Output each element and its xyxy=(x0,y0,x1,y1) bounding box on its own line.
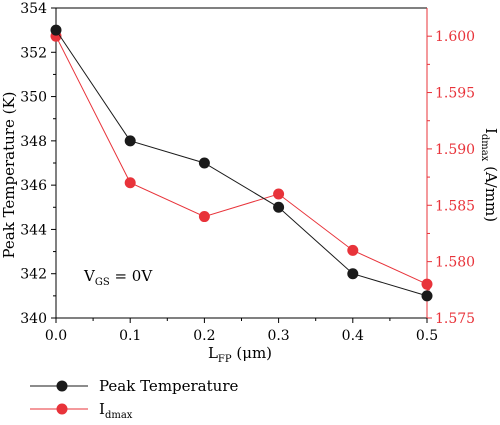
data-point-idmax xyxy=(347,244,359,256)
vgs-annotation: VGS = 0V xyxy=(83,267,153,288)
vgs-annotation-main: V xyxy=(83,267,96,285)
left-y-tick-label: 344 xyxy=(20,222,47,238)
x-axis-title-main: L xyxy=(208,344,218,362)
data-point-peak-temperature xyxy=(50,24,62,36)
right-y-tick-label: 1.590 xyxy=(435,142,475,158)
left-y-tick-label: 342 xyxy=(20,267,47,283)
left-y-tick-label: 346 xyxy=(20,178,47,194)
data-point-idmax xyxy=(198,211,210,223)
left-y-tick-label: 354 xyxy=(20,1,47,17)
series-line-peak-temperature xyxy=(55,29,428,297)
legend-marker-peak-temperature xyxy=(56,380,68,392)
left-y-tick-label: 348 xyxy=(20,134,47,150)
left-y-tick-label: 352 xyxy=(20,45,47,61)
left-axis-title: Peak Temperature (K) xyxy=(0,91,18,258)
x-axis-title-sub: FP xyxy=(218,354,232,365)
right-axis-title-main: I xyxy=(482,128,500,134)
legend-item-idmax: Idmax xyxy=(30,400,133,421)
right-axis-title-sub: dmax xyxy=(479,134,490,162)
data-point-idmax xyxy=(421,278,433,290)
vgs-annotation-rest: = 0V xyxy=(110,267,154,285)
vgs-annotation-sub: GS xyxy=(95,277,110,288)
legend: Peak Temperature Idmax xyxy=(30,377,238,421)
x-tick-label: 0.3 xyxy=(267,328,289,344)
left-y-tick-label: 350 xyxy=(20,90,47,106)
x-tick-label: 0.5 xyxy=(416,328,438,344)
legend-marker-idmax xyxy=(56,403,68,415)
legend-item-peak-temperature: Peak Temperature xyxy=(30,377,238,395)
x-tick-label: 0.2 xyxy=(193,328,215,344)
right-y-axis: 1.575 1.580 1.585 1.590 1.595 1.600 xyxy=(427,29,475,327)
x-tick-label: 0.0 xyxy=(45,328,67,344)
data-point-idmax xyxy=(124,177,136,189)
right-y-tick-label: 1.600 xyxy=(435,29,475,45)
right-axis-title-unit: (A/mm) xyxy=(482,161,500,222)
x-axis: 0.0 0.1 0.2 0.3 0.4 0.5 xyxy=(45,318,438,344)
right-y-tick-label: 1.585 xyxy=(435,198,475,214)
x-tick-label: 0.1 xyxy=(119,328,141,344)
right-y-tick-label: 1.575 xyxy=(435,311,475,327)
data-point-peak-temperature xyxy=(198,157,210,169)
legend-label-peak-temperature: Peak Temperature xyxy=(99,377,238,395)
data-point-peak-temperature xyxy=(347,268,359,280)
x-axis-title: LFP (μm) xyxy=(208,344,272,365)
right-axis-title: Idmax (A/mm) xyxy=(479,128,500,222)
legend-label-idmax-main: I xyxy=(99,400,105,418)
x-axis-title-unit: (μm) xyxy=(232,344,272,362)
left-y-axis: 340 342 344 346 348 350 352 354 xyxy=(20,1,56,327)
left-y-tick-label: 340 xyxy=(20,311,47,327)
right-y-tick-label: 1.580 xyxy=(435,255,475,271)
x-tick-label: 0.4 xyxy=(342,328,364,344)
series-line-idmax xyxy=(55,35,428,285)
data-point-peak-temperature xyxy=(421,290,433,302)
data-point-peak-temperature xyxy=(273,201,285,213)
legend-label-idmax-sub: dmax xyxy=(105,410,133,421)
series-layer xyxy=(50,24,433,302)
right-y-tick-label: 1.595 xyxy=(435,86,475,102)
data-point-idmax xyxy=(273,188,285,200)
legend-label-idmax: Idmax xyxy=(99,400,133,421)
data-point-peak-temperature xyxy=(124,135,136,147)
